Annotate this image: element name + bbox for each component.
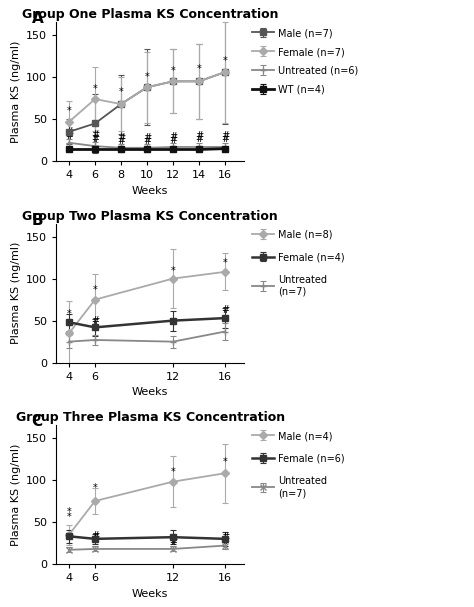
Y-axis label: Plasma KS (ng/ml): Plasma KS (ng/ml) [10, 242, 20, 345]
Text: #: # [91, 316, 99, 326]
Text: #: # [117, 133, 125, 143]
Text: B: B [32, 213, 43, 228]
Text: #: # [91, 134, 99, 144]
Text: *: * [118, 87, 123, 97]
Text: #: # [169, 534, 177, 544]
Text: *: * [93, 483, 98, 493]
X-axis label: Weeks: Weeks [132, 186, 168, 196]
Text: #: # [221, 535, 229, 546]
Text: #: # [221, 134, 229, 144]
Text: #: # [91, 534, 99, 544]
Text: *: * [223, 56, 228, 66]
Text: #: # [117, 136, 125, 146]
Y-axis label: Plasma KS (ng/ml): Plasma KS (ng/ml) [10, 41, 20, 143]
Title: Group One Plasma KS Concentration: Group One Plasma KS Concentration [22, 8, 279, 21]
Text: #: # [91, 531, 99, 541]
Text: #: # [65, 127, 73, 137]
Text: #: # [143, 136, 151, 146]
Text: #: # [169, 132, 177, 142]
Text: *: * [171, 467, 175, 478]
Text: A: A [32, 12, 43, 26]
Text: *: * [93, 84, 98, 94]
X-axis label: Weeks: Weeks [132, 589, 168, 599]
Text: #: # [65, 131, 73, 141]
Text: *: * [67, 106, 72, 116]
Legend: Male (n=4), Female (n=6), Untreated
(n=7): Male (n=4), Female (n=6), Untreated (n=7… [251, 430, 346, 499]
Text: *: * [197, 64, 201, 74]
Text: #: # [221, 305, 229, 315]
Text: *: * [67, 512, 72, 522]
Title: Group Three Plasma KS Concentration: Group Three Plasma KS Concentration [16, 411, 285, 424]
Text: #: # [195, 134, 203, 144]
Text: C: C [32, 414, 43, 429]
Text: #: # [169, 135, 177, 145]
X-axis label: Weeks: Weeks [132, 387, 168, 397]
Text: *: * [223, 457, 228, 467]
Text: *: * [171, 66, 175, 76]
Title: Group Two Plasma KS Concentration: Group Two Plasma KS Concentration [22, 210, 278, 223]
Text: #: # [221, 131, 229, 141]
Y-axis label: Plasma KS (ng/ml): Plasma KS (ng/ml) [10, 444, 20, 546]
Text: *: * [67, 309, 72, 319]
Text: #: # [169, 537, 177, 548]
Legend: Male (n=7), Female (n=7), Untreated (n=6), WT (n=4): Male (n=7), Female (n=7), Untreated (n=6… [251, 27, 360, 95]
Text: #: # [91, 131, 99, 140]
Text: *: * [67, 507, 72, 517]
Text: #: # [221, 532, 229, 542]
Text: *: * [223, 259, 228, 268]
Text: *: * [145, 72, 149, 82]
Legend: Male (n=8), Female (n=4), Untreated
(n=7): Male (n=8), Female (n=4), Untreated (n=7… [251, 229, 346, 297]
Text: *: * [171, 266, 175, 276]
Text: *: * [93, 285, 98, 296]
Text: #: # [195, 131, 203, 141]
Text: #: # [143, 133, 151, 143]
